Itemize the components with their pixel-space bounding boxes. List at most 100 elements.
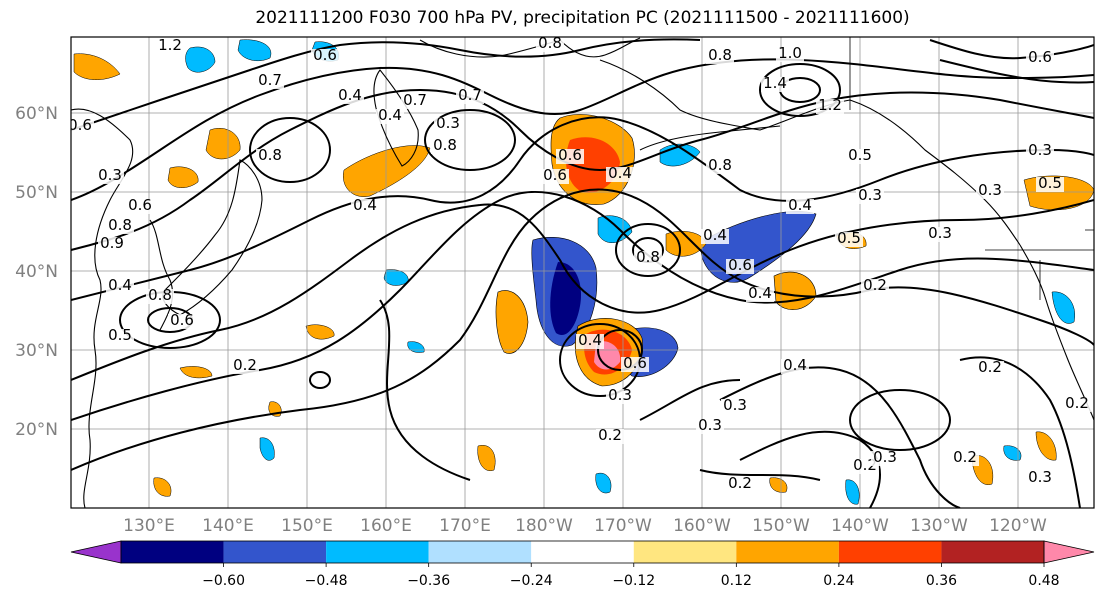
pv-contour-closed [309, 371, 331, 389]
contour-label-bg [696, 419, 724, 434]
contour-label: 0.3 [98, 166, 122, 184]
contour-label: 0.3 [978, 181, 1002, 199]
colorbar-segment [121, 541, 224, 563]
contour-label-bg [126, 199, 154, 214]
contour-label-bg [926, 227, 954, 242]
contour-label-bg [726, 477, 754, 492]
contour-label: 0.8 [708, 156, 732, 174]
contour-label: 0.6 [313, 46, 337, 64]
contour-label-bg [781, 359, 809, 374]
contour-label-bg [776, 47, 804, 62]
contour-label: 0.5 [848, 146, 872, 164]
colorbar-min-extend [70, 540, 122, 564]
contour-label: 0.4 [108, 276, 132, 294]
contour-labels: 1.20.60.80.71.00.4 0.70.4 0.30.70.80.60.80… [71, 37, 1091, 492]
contour-label-bg [701, 229, 729, 244]
contour-label: 0.6 [1028, 48, 1052, 66]
contour-label: 0.3 [608, 386, 632, 404]
contour-label: 0.6 [170, 311, 194, 329]
contour-label-bg [861, 279, 889, 294]
contour-label-bg [106, 329, 134, 344]
lon-tick-label: 140°W [831, 516, 889, 536]
contour-label: 0.8 [258, 146, 282, 164]
lon-tick-label: 150°W [752, 516, 810, 536]
precip-light-negative [845, 479, 860, 505]
colorbar-tick-label: −0.48 [305, 573, 348, 589]
pv-contour [739, 430, 881, 508]
contour-label: 1.0 [778, 44, 802, 62]
contour-label: 0.4 [378, 106, 402, 124]
colorbar-segment [223, 541, 327, 563]
colorbar-tick-label: 0.12 [721, 573, 752, 589]
contour-label-bg [846, 149, 874, 164]
pv-contour [639, 379, 741, 421]
map-frame [70, 36, 1095, 509]
lat-tick-label: 40°N [15, 262, 58, 282]
contour-label: 0.4 [578, 331, 602, 349]
contour-label-bg [156, 39, 184, 54]
contour-label-bg [401, 94, 429, 109]
contour-label: 0.2 [598, 426, 622, 444]
contour-label: 0.8 [433, 136, 457, 154]
pv-contour [939, 59, 1094, 84]
contour-label-bg [726, 259, 754, 274]
contour-label: 0.3 [858, 186, 882, 204]
contour-label-bg [98, 237, 126, 252]
precip-positive-area [477, 445, 496, 472]
precip-light-negative [597, 215, 633, 243]
contour-label: 0.8 [708, 46, 732, 64]
contour-label-bg [311, 49, 339, 64]
contour-label: 0.3 [436, 114, 460, 132]
contour-label: 0.3 [873, 448, 897, 466]
precip-positive-area [769, 477, 788, 493]
pv-contour [71, 58, 1094, 201]
coastline-aleutians [639, 125, 781, 151]
contour-label-bg [856, 189, 884, 204]
contour-label: 0.6 [728, 256, 752, 274]
lat-tick-label: 30°N [15, 341, 58, 361]
precip-positive-area [305, 324, 335, 340]
precip-positive-area [1035, 431, 1057, 461]
coastline-korea [149, 219, 174, 331]
colorbar-max-extend [1043, 540, 1095, 564]
contour-label: 0.9 [100, 234, 124, 252]
contour-label-bg [541, 169, 569, 184]
contour-label-bg [761, 77, 789, 92]
colorbar-segment [736, 541, 839, 563]
contour-label-bg [146, 289, 174, 304]
contour-label: 0.6 [623, 354, 647, 372]
contour-label: 0.7 [403, 91, 427, 109]
contour-label-bg [1036, 177, 1064, 192]
contour-label-bg [351, 199, 379, 214]
contour-label-bg [256, 74, 284, 89]
colorbar-segment [941, 541, 1044, 563]
pv-contour [71, 38, 701, 131]
pv-contour-closed [759, 63, 841, 117]
contour-label-bg [456, 89, 484, 104]
contour-label: 0.6 [558, 146, 582, 164]
contour-label: 0.7 [458, 86, 482, 104]
pv-contour-closed [424, 109, 516, 171]
lon-tick-label: 130°W [910, 516, 968, 536]
contour-label-bg [706, 159, 734, 174]
precip-positive-area [179, 366, 213, 379]
lon-tick-label: 130°E [123, 516, 175, 536]
pv-contour [71, 191, 1094, 421]
contour-label-bg [168, 314, 196, 329]
coastline-north-america [1019, 244, 1094, 421]
contour-label-bg [606, 167, 634, 182]
contour-label: 0.8 [636, 248, 660, 266]
contour-label-bg [1026, 144, 1054, 159]
contour-label-bg [786, 199, 814, 214]
contour-label: 0.5 [1038, 174, 1062, 192]
contour-label: 0.4 [783, 356, 807, 374]
precip-positive-area [167, 166, 199, 188]
contour-label-bg [1063, 397, 1091, 412]
contour-label-bg [721, 399, 749, 414]
contour-label-bg [556, 149, 584, 164]
pv-contour [71, 199, 1094, 381]
lon-tick-label: 120°W [989, 516, 1047, 536]
contour-label-bg [816, 99, 844, 114]
pv-contour [929, 39, 1094, 60]
longitude-axis: 130°E 140°E 150°E 160°E 170°E 180°W 170°W 160°W… [123, 516, 1047, 536]
